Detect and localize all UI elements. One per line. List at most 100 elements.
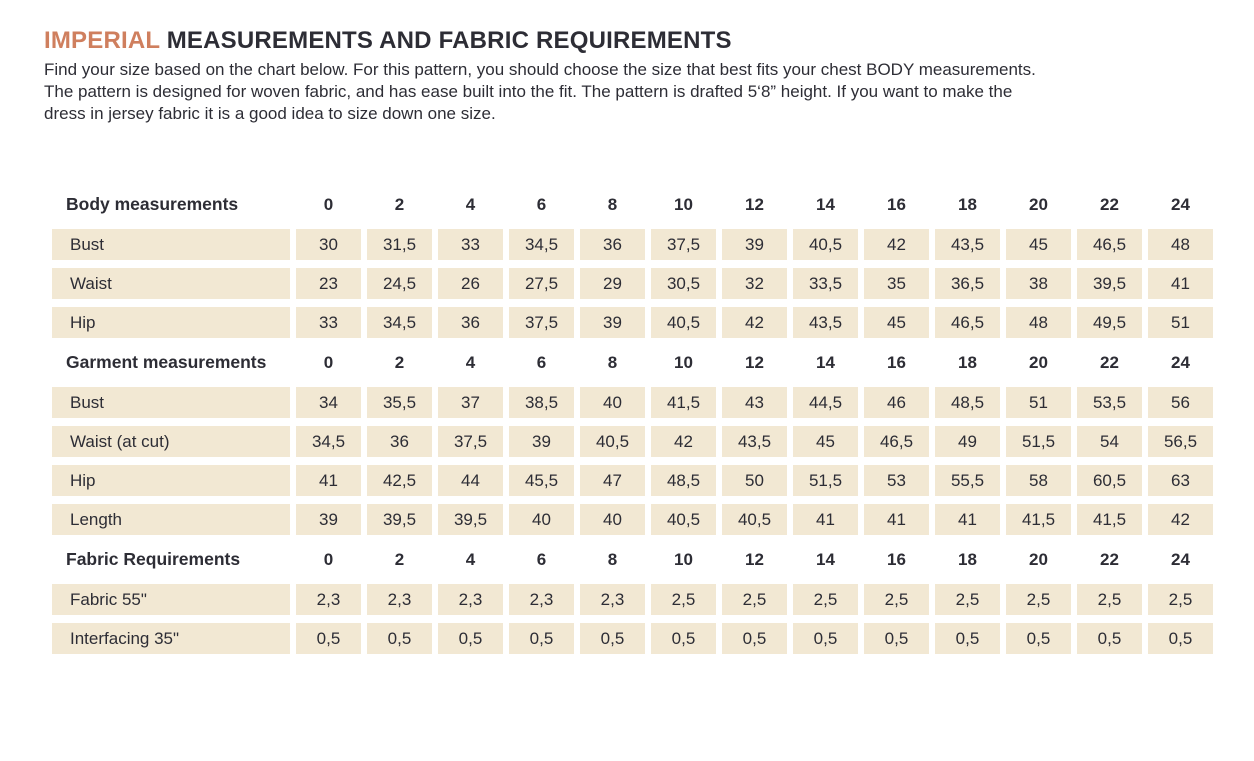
value-cell: 35 (864, 268, 929, 299)
size-column-header: 10 (674, 549, 693, 569)
value-cell: 36 (438, 307, 503, 338)
size-column-header: 14 (816, 352, 835, 372)
value-cell: 39 (296, 504, 361, 535)
size-column-header: 4 (465, 549, 476, 569)
measurement-row: Bust 30 31,5 33 34,5 36 37,5 39 40,5 42 43,5 45 46,5… (52, 229, 1213, 260)
value-cell: 2,5 (935, 584, 1000, 615)
row-label-cell: Hip (52, 307, 290, 338)
value-cell: 50 (722, 465, 787, 496)
value-cell: 33,5 (793, 268, 858, 299)
value-cell: 0,5 (864, 623, 929, 654)
value-cell: 2,3 (580, 584, 645, 615)
measurement-row: Waist 23 24,5 26 27,5 29 30,5 32 33,5 35 36,5 38 39,… (52, 268, 1213, 299)
page-title-rest: MEASUREMENTS AND FABRIC REQUIREMENTS (159, 27, 732, 54)
value-cell: 56 (1148, 387, 1213, 418)
value-cell: 40 (509, 504, 574, 535)
section-header-label: Fabric Requirements (66, 549, 241, 569)
row-label-cell: Bust (52, 229, 290, 260)
value-cell: 2,3 (367, 584, 432, 615)
page-title-highlight: IMPERIAL (44, 27, 160, 54)
value-cell: 0,5 (580, 623, 645, 654)
size-column-header: 2 (394, 549, 405, 569)
value-cell: 42 (651, 426, 716, 457)
size-column-header: 12 (745, 352, 764, 372)
row-label-cell: Fabric 55" (52, 584, 290, 615)
row-label-cell: Bust (52, 387, 290, 418)
size-column-header: 18 (958, 194, 977, 214)
measurement-row: Hip 41 42,5 44 45,5 47 48,5 50 51,5 53 55,5 58 60,5 6… (52, 465, 1213, 496)
value-cell: 58 (1006, 465, 1071, 496)
measurement-row: Length 39 39,5 39,5 40 40 40,5 40,5 41 41 41 41,5 41… (52, 504, 1213, 535)
value-cell: 46,5 (864, 426, 929, 457)
value-cell: 42,5 (367, 465, 432, 496)
value-cell: 31,5 (367, 229, 432, 260)
value-cell: 0,5 (935, 623, 1000, 654)
value-cell: 51 (1148, 307, 1213, 338)
value-cell: 32 (722, 268, 787, 299)
value-cell: 56,5 (1148, 426, 1213, 457)
value-cell: 45,5 (509, 465, 574, 496)
value-cell: 54 (1077, 426, 1142, 457)
value-cell: 34 (296, 387, 361, 418)
value-cell: 48 (1148, 229, 1213, 260)
value-cell: 40,5 (722, 504, 787, 535)
value-cell: 34,5 (367, 307, 432, 338)
size-column-header: 20 (1029, 352, 1048, 372)
value-cell: 39 (580, 307, 645, 338)
row-label-cell: Waist (at cut) (52, 426, 290, 457)
size-column-header: 2 (394, 194, 405, 214)
size-column-header: 8 (607, 194, 618, 214)
value-cell: 26 (438, 268, 503, 299)
value-cell: 55,5 (935, 465, 1000, 496)
size-column-header: 4 (465, 194, 476, 214)
measurement-row: Interfacing 35" 0,5 0,5 0,5 0,5 0,5 0,5 0,5 0,5 0… (52, 623, 1213, 654)
size-column-header: 20 (1029, 549, 1048, 569)
value-cell: 43 (722, 387, 787, 418)
value-cell: 34,5 (296, 426, 361, 457)
value-cell: 33 (438, 229, 503, 260)
value-cell: 2,5 (1148, 584, 1213, 615)
size-column-header: 4 (465, 352, 476, 372)
value-cell: 2,5 (722, 584, 787, 615)
value-cell: 40 (580, 387, 645, 418)
value-cell: 0,5 (1148, 623, 1213, 654)
value-cell: 48,5 (935, 387, 1000, 418)
value-cell: 38 (1006, 268, 1071, 299)
value-cell: 49,5 (1077, 307, 1142, 338)
value-cell: 63 (1148, 465, 1213, 496)
value-cell: 42 (864, 229, 929, 260)
value-cell: 40,5 (651, 307, 716, 338)
page-title: IMPERIAL MEASUREMENTS AND FABRIC REQUIRE… (44, 27, 732, 55)
value-cell: 36 (367, 426, 432, 457)
size-column-header: 16 (887, 549, 906, 569)
size-column-header: 2 (394, 352, 405, 372)
value-cell: 37 (438, 387, 503, 418)
value-cell: 46 (864, 387, 929, 418)
value-cell: 2,3 (438, 584, 503, 615)
value-cell: 0,5 (367, 623, 432, 654)
value-cell: 45 (1006, 229, 1071, 260)
value-cell: 0,5 (1077, 623, 1142, 654)
value-cell: 42 (1148, 504, 1213, 535)
value-cell: 43,5 (935, 229, 1000, 260)
section-header-label: Garment measurements (66, 352, 267, 372)
size-table: Body measurements 0 2 4 6 8 10 12 14 16 18 20 22 24 Bu… (52, 188, 1213, 654)
value-cell: 39,5 (438, 504, 503, 535)
row-label-cell: Hip (52, 465, 290, 496)
value-cell: 2,5 (1077, 584, 1142, 615)
section-header-row: Garment measurements 0 2 4 6 8 10 12 14 16 18 20 22 2… (52, 346, 1213, 379)
value-cell: 0,5 (651, 623, 716, 654)
section-header-row: Fabric Requirements 0 2 4 6 8 10 12 14 16 18 20 22 24 (52, 543, 1213, 576)
section-header-row: Body measurements 0 2 4 6 8 10 12 14 16 18 20 22 24 (52, 188, 1213, 221)
measurement-row: Hip 33 34,5 36 37,5 39 40,5 42 43,5 45 46,5 48 49,5 5… (52, 307, 1213, 338)
size-column-header: 18 (958, 549, 977, 569)
value-cell: 2,5 (1006, 584, 1071, 615)
value-cell: 40 (580, 504, 645, 535)
size-column-header: 24 (1171, 549, 1190, 569)
value-cell: 0,5 (296, 623, 361, 654)
measurement-row: Waist (at cut) 34,5 36 37,5 39 40,5 42 43,5 45 46… (52, 426, 1213, 457)
row-label-cell: Length (52, 504, 290, 535)
size-column-header: 22 (1100, 194, 1119, 214)
size-column-header: 0 (323, 549, 334, 569)
size-column-header: 14 (816, 549, 835, 569)
